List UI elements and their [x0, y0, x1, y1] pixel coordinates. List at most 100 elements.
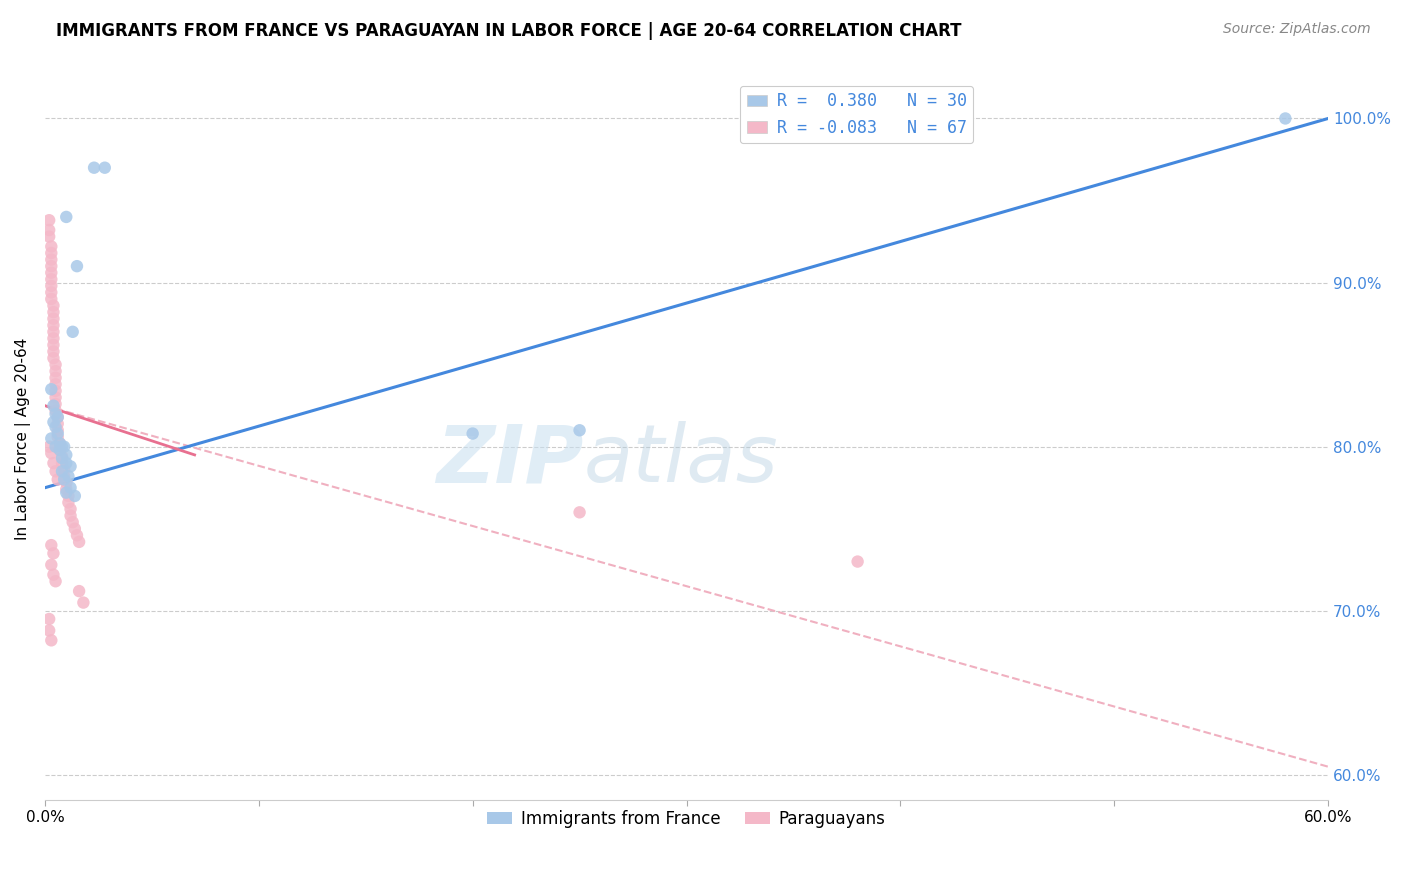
Text: ZIP: ZIP: [436, 421, 583, 500]
Point: [42, 331, 65, 345]
Point: [62, 515, 84, 529]
Point: [83, 161, 105, 175]
Point: [53, 463, 76, 477]
Point: [46, 430, 69, 444]
Point: [67, 534, 90, 549]
Point: [45, 358, 67, 372]
Point: [39, 292, 62, 306]
Text: atlas: atlas: [583, 421, 779, 500]
Point: [39, 382, 62, 396]
Point: [51, 451, 73, 466]
Point: [39, 266, 62, 280]
Point: [55, 448, 77, 462]
Point: [45, 464, 67, 478]
Text: IMMIGRANTS FROM FRANCE VS PARAGUAYAN IN LABOR FORCE | AGE 20-64 CORRELATION CHAR: IMMIGRANTS FROM FRANCE VS PARAGUAYAN IN …: [56, 22, 962, 40]
Point: [58, 489, 80, 503]
Point: [45, 403, 67, 417]
Point: [39, 278, 62, 293]
Point: [39, 432, 62, 446]
Point: [66, 528, 89, 542]
Point: [42, 344, 65, 359]
Point: [42, 567, 65, 582]
Point: [39, 239, 62, 253]
Point: [72, 596, 94, 610]
Point: [42, 311, 65, 326]
Point: [42, 415, 65, 429]
Point: [39, 252, 62, 267]
Point: [39, 538, 62, 552]
Point: [45, 397, 67, 411]
Point: [461, 426, 484, 441]
Point: [846, 555, 869, 569]
Point: [63, 522, 86, 536]
Point: [49, 442, 72, 457]
Point: [38, 223, 60, 237]
Point: [46, 426, 69, 441]
Point: [42, 546, 65, 560]
Point: [45, 440, 67, 454]
Point: [45, 377, 67, 392]
Point: [51, 450, 73, 464]
Point: [42, 351, 65, 365]
Point: [42, 325, 65, 339]
Point: [39, 272, 62, 286]
Point: [38, 213, 60, 227]
Point: [39, 558, 62, 572]
Point: [39, 285, 62, 300]
Point: [49, 436, 72, 450]
Point: [39, 246, 62, 260]
Point: [45, 574, 67, 589]
Point: [55, 485, 77, 500]
Point: [42, 318, 65, 333]
Point: [568, 423, 591, 437]
Point: [55, 456, 77, 470]
Point: [55, 475, 77, 490]
Point: [45, 370, 67, 384]
Point: [51, 440, 73, 454]
Point: [39, 446, 62, 460]
Point: [45, 364, 67, 378]
Point: [53, 440, 76, 454]
Point: [53, 473, 76, 487]
Point: [67, 584, 90, 599]
Point: [63, 489, 86, 503]
Point: [55, 483, 77, 497]
Point: [42, 338, 65, 352]
Point: [46, 410, 69, 425]
Point: [42, 399, 65, 413]
Point: [45, 420, 67, 434]
Point: [39, 633, 62, 648]
Point: [59, 459, 82, 474]
Point: [39, 259, 62, 273]
Point: [46, 410, 69, 425]
Point: [51, 464, 73, 478]
Point: [38, 229, 60, 244]
Point: [42, 299, 65, 313]
Point: [46, 417, 69, 431]
Point: [49, 442, 72, 457]
Point: [38, 440, 60, 454]
Point: [49, 436, 72, 450]
Point: [59, 502, 82, 516]
Text: Source: ZipAtlas.com: Source: ZipAtlas.com: [1223, 22, 1371, 37]
Point: [58, 495, 80, 509]
Point: [42, 456, 65, 470]
Point: [51, 456, 73, 470]
Point: [46, 473, 69, 487]
Point: [568, 505, 591, 519]
Point: [1274, 112, 1296, 126]
Point: [55, 210, 77, 224]
Point: [59, 481, 82, 495]
Point: [45, 384, 67, 398]
Point: [58, 469, 80, 483]
Point: [94, 161, 117, 175]
Point: [62, 325, 84, 339]
Point: [66, 259, 89, 273]
Point: [53, 469, 76, 483]
Point: [42, 305, 65, 319]
Point: [45, 407, 67, 421]
Point: [59, 508, 82, 523]
Point: [45, 391, 67, 405]
Legend: Immigrants from France, Paraguayans: Immigrants from France, Paraguayans: [481, 803, 893, 835]
Point: [46, 423, 69, 437]
